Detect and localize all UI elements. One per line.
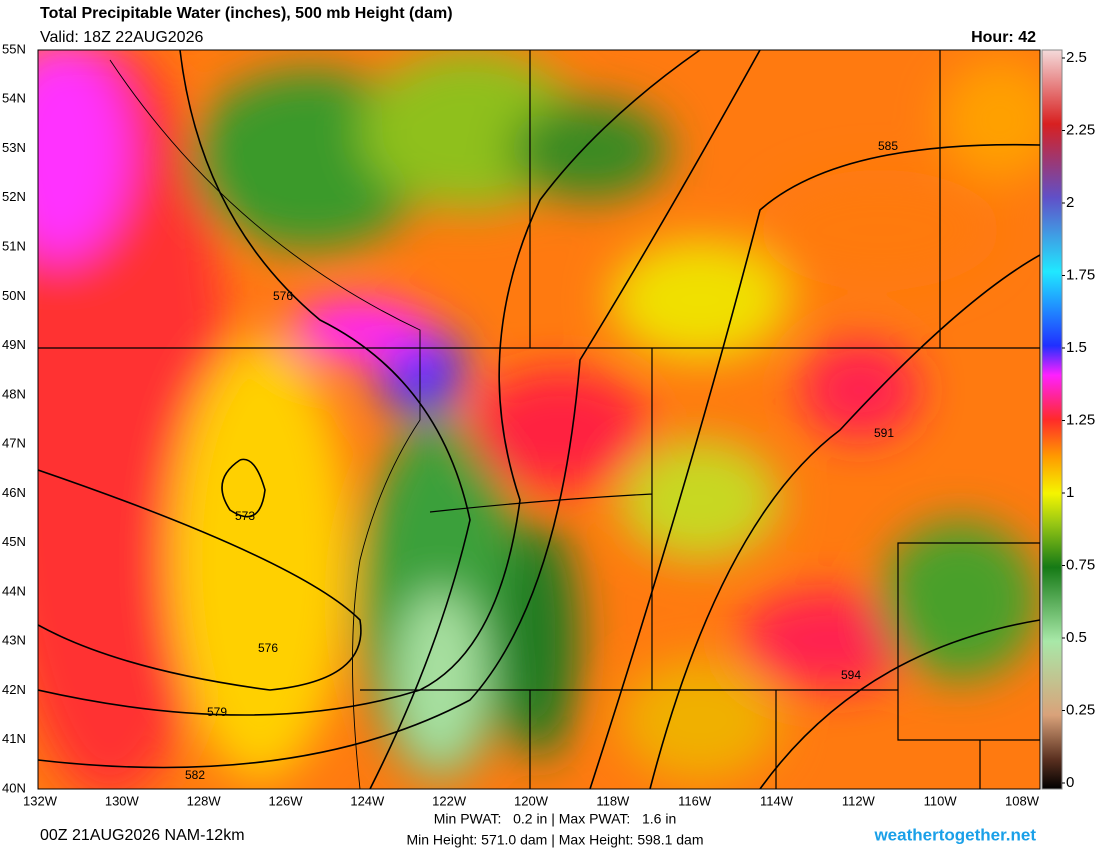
colorbar-label: 0 [1066,774,1074,791]
lat-label: 46N [2,485,26,500]
contour-label: 576 [258,641,278,655]
lat-label: 45N [2,534,26,549]
lat-label: 43N [2,633,26,648]
colorbar-label: 1.25 [1066,411,1095,428]
colorbar-label: 1.75 [1066,266,1095,283]
contour-label: 591 [874,426,894,440]
colorbar-label: 1 [1066,484,1074,501]
contour-label: 579 [207,705,227,719]
lat-label: 42N [2,682,26,697]
contour-label: 594 [841,668,861,682]
lon-label: 110W [924,793,958,808]
lat-label: 47N [2,436,26,451]
lon-label: 108W [1005,793,1040,808]
lon-label: 126W [269,793,304,808]
lat-label: 41N [2,731,26,746]
lon-label: 132W [23,793,58,808]
lat-label: 52N [2,189,26,204]
lat-label: 55N [2,41,26,56]
colorbar-label: 0.5 [1066,629,1087,646]
contour-label: 573 [235,509,255,523]
colorbar-label: 2.5 [1066,49,1087,66]
lon-label: 116W [678,793,712,808]
contour-label: 582 [185,768,205,782]
lat-label: 53N [2,140,26,155]
forecast-hour: Hour: 42 [971,29,1036,46]
model-run: 00Z 21AUG2026 NAM-12km [40,827,245,844]
lon-label: 114W [760,793,794,808]
lon-label: 130W [105,793,140,808]
colorbar-label: 2.25 [1066,121,1095,138]
lat-label: 51N [2,239,26,254]
map-field [38,50,1040,789]
lon-label: 118W [596,793,630,808]
lat-label: 49N [2,337,26,352]
lat-label: 50N [2,288,26,303]
map-frame [37,49,1041,790]
site-name: weathertogether.net [873,825,1036,844]
lon-label: 112W [842,793,876,808]
lon-label: 122W [432,793,467,808]
colorbar-label: 1.5 [1066,339,1087,356]
lon-label: 128W [187,793,222,808]
colorbar-label: 2 [1066,194,1074,211]
title: Total Precipitable Water (inches), 500 m… [40,5,453,22]
contour-label: 576 [273,289,293,303]
lat-label: 44N [2,583,26,598]
colorbar-label: 0.75 [1066,556,1095,573]
lat-label: 48N [2,386,26,401]
lat-label: 54N [2,91,26,106]
colorbar [1041,49,1063,790]
contour-label: 585 [878,139,898,153]
lon-label: 120W [514,793,549,808]
valid-time: Valid: 18Z 22AUG2026 [40,29,203,46]
pwat-stats: Min PWAT: 0.2 in | Max PWAT: 1.6 in [434,811,676,827]
height-stats: Min Height: 571.0 dam | Max Height: 598.… [406,832,703,848]
colorbar-label: 0.25 [1066,701,1095,718]
lon-label: 124W [350,793,385,808]
lat-label: 40N [2,780,26,795]
